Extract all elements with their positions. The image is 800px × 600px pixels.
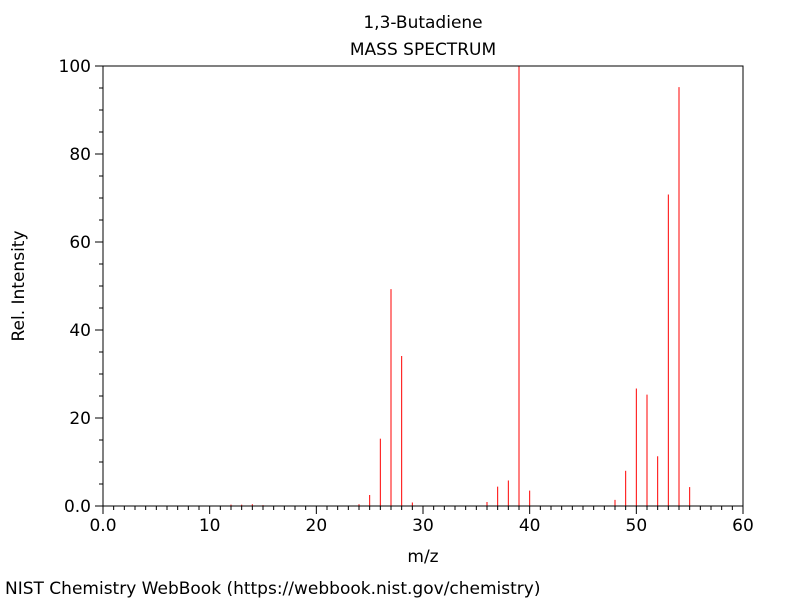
y-tick-label: 80 [69, 145, 91, 165]
x-tick-label: 40 [519, 516, 541, 536]
y-tick-label: 60 [69, 233, 91, 253]
x-tick-label: 60 [732, 516, 754, 536]
x-tick-label: 10 [199, 516, 221, 536]
y-axis-label: Rel. Intensity [9, 230, 29, 341]
x-tick-label: 30 [412, 516, 434, 536]
y-tick-label: 100 [59, 57, 91, 77]
peaks-group [230, 66, 691, 506]
plot-frame [102, 65, 744, 507]
y-tick-labels: 0.0 20 40 60 80 100 [59, 57, 91, 517]
x-tick-label: 50 [626, 516, 648, 536]
y-tick-label: 0.0 [64, 497, 91, 517]
chart-subtitle: MASS SPECTRUM [350, 40, 496, 60]
x-axis-label: m/z [407, 547, 438, 567]
source-credit: NIST Chemistry WebBook (https://webbook.… [5, 579, 540, 599]
x-tick-labels: 0.0 10 20 30 40 50 60 [89, 516, 753, 536]
major-ticks-group [95, 65, 744, 514]
x-tick-label: 20 [306, 516, 328, 536]
minor-ticks-group [99, 87, 733, 510]
y-tick-label: 40 [69, 321, 91, 341]
x-tick-label: 0.0 [89, 516, 116, 536]
chart-title: 1,3-Butadiene [363, 13, 482, 33]
y-tick-label: 20 [69, 409, 91, 429]
